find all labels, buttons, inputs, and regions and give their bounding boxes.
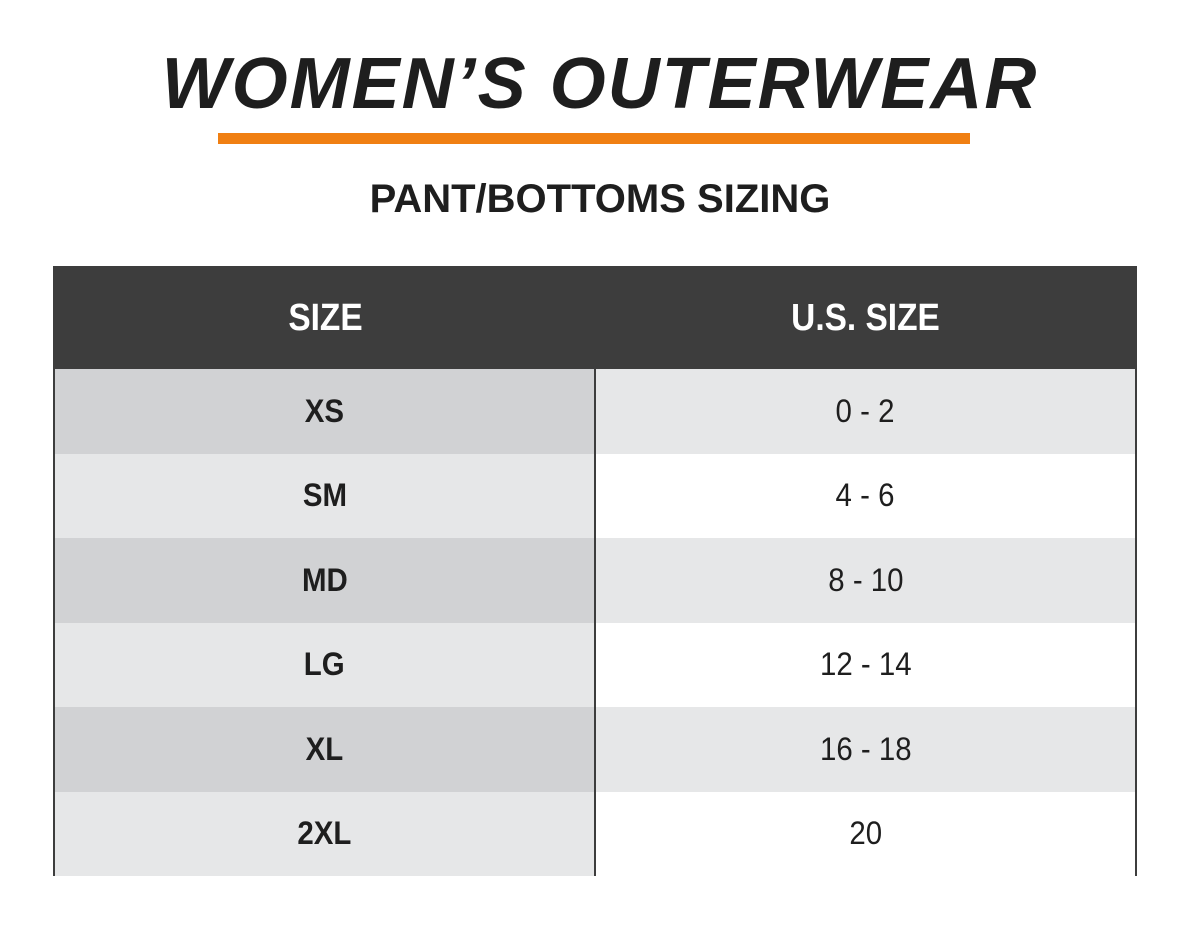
- size-value: LG: [304, 646, 345, 683]
- table-row: 2XL 20: [55, 791, 1135, 876]
- us-size-value: 8 - 10: [827, 561, 904, 598]
- us-size-cell: 20: [596, 791, 1135, 876]
- us-size-cell: 0 - 2: [596, 369, 1135, 454]
- size-value: MD: [301, 561, 348, 598]
- section-subtitle: PANT/BOTTOMS SIZING: [369, 177, 831, 221]
- table-row: XS 0 - 2: [55, 369, 1135, 454]
- size-value: 2XL: [297, 815, 352, 852]
- size-cell: MD: [55, 538, 596, 623]
- us-size-value: 16 - 18: [819, 730, 912, 767]
- us-size-cell: 4 - 6: [596, 453, 1135, 538]
- us-size-cell: 12 - 14: [596, 622, 1135, 707]
- us-size-value: 0 - 2: [836, 392, 895, 429]
- table-row: MD 8 - 10: [55, 538, 1135, 623]
- size-cell: LG: [55, 622, 596, 707]
- us-size-value: 4 - 6: [836, 477, 895, 514]
- table-row: SM 4 - 6: [55, 453, 1135, 538]
- title-underline: [218, 133, 970, 144]
- us-size-cell: 16 - 18: [596, 707, 1135, 792]
- table-row: XL 16 - 18: [55, 707, 1135, 792]
- table-body: XS 0 - 2 SM 4 - 6 MD 8 - 10 LG 12 - 14 X…: [55, 369, 1135, 876]
- size-cell: XS: [55, 369, 596, 454]
- table-header: SIZE U.S. SIZE: [55, 268, 1135, 369]
- us-size-cell: 8 - 10: [596, 538, 1135, 623]
- size-cell: 2XL: [55, 791, 596, 876]
- us-size-value: 20: [849, 815, 882, 852]
- size-value: XL: [305, 730, 344, 767]
- size-chart-table: SIZE U.S. SIZE XS 0 - 2 SM 4 - 6 MD 8 - …: [53, 266, 1137, 876]
- table-row: LG 12 - 14: [55, 622, 1135, 707]
- us-size-value: 12 - 14: [819, 646, 912, 683]
- size-value: SM: [302, 477, 347, 514]
- header-size: SIZE: [288, 297, 363, 339]
- size-cell: SM: [55, 453, 596, 538]
- size-cell: XL: [55, 707, 596, 792]
- page-title: WOMEN’S OUTERWEAR: [161, 44, 1039, 124]
- size-value: XS: [304, 392, 345, 429]
- header-us-size: U.S. SIZE: [791, 297, 940, 339]
